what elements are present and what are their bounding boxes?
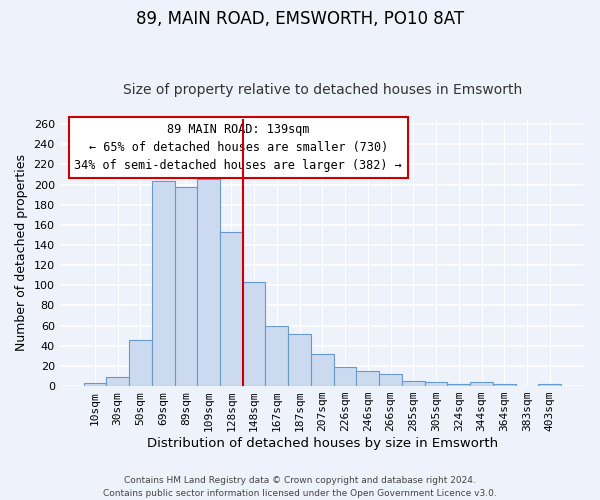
Y-axis label: Number of detached properties: Number of detached properties	[15, 154, 28, 351]
Bar	[470, 382, 493, 386]
Bar	[175, 186, 197, 386]
Bar	[265, 326, 288, 386]
Bar	[106, 377, 129, 386]
Bar	[538, 384, 561, 386]
Title: Size of property relative to detached houses in Emsworth: Size of property relative to detached ho…	[123, 83, 522, 97]
Bar	[197, 180, 220, 386]
Bar	[83, 383, 106, 386]
Bar	[425, 382, 448, 386]
Bar	[448, 384, 470, 386]
Text: 89, MAIN ROAD, EMSWORTH, PO10 8AT: 89, MAIN ROAD, EMSWORTH, PO10 8AT	[136, 10, 464, 28]
Bar	[152, 182, 175, 386]
Bar	[311, 354, 334, 386]
Bar	[402, 381, 425, 386]
Text: 89 MAIN ROAD: 139sqm
← 65% of detached houses are smaller (730)
34% of semi-deta: 89 MAIN ROAD: 139sqm ← 65% of detached h…	[74, 123, 402, 172]
Bar	[220, 232, 243, 386]
Bar	[379, 374, 402, 386]
Bar	[334, 367, 356, 386]
Bar	[129, 340, 152, 386]
Bar	[493, 384, 515, 386]
Bar	[288, 334, 311, 386]
Text: Contains HM Land Registry data © Crown copyright and database right 2024.
Contai: Contains HM Land Registry data © Crown c…	[103, 476, 497, 498]
X-axis label: Distribution of detached houses by size in Emsworth: Distribution of detached houses by size …	[147, 437, 498, 450]
Bar	[356, 371, 379, 386]
Bar	[243, 282, 265, 386]
